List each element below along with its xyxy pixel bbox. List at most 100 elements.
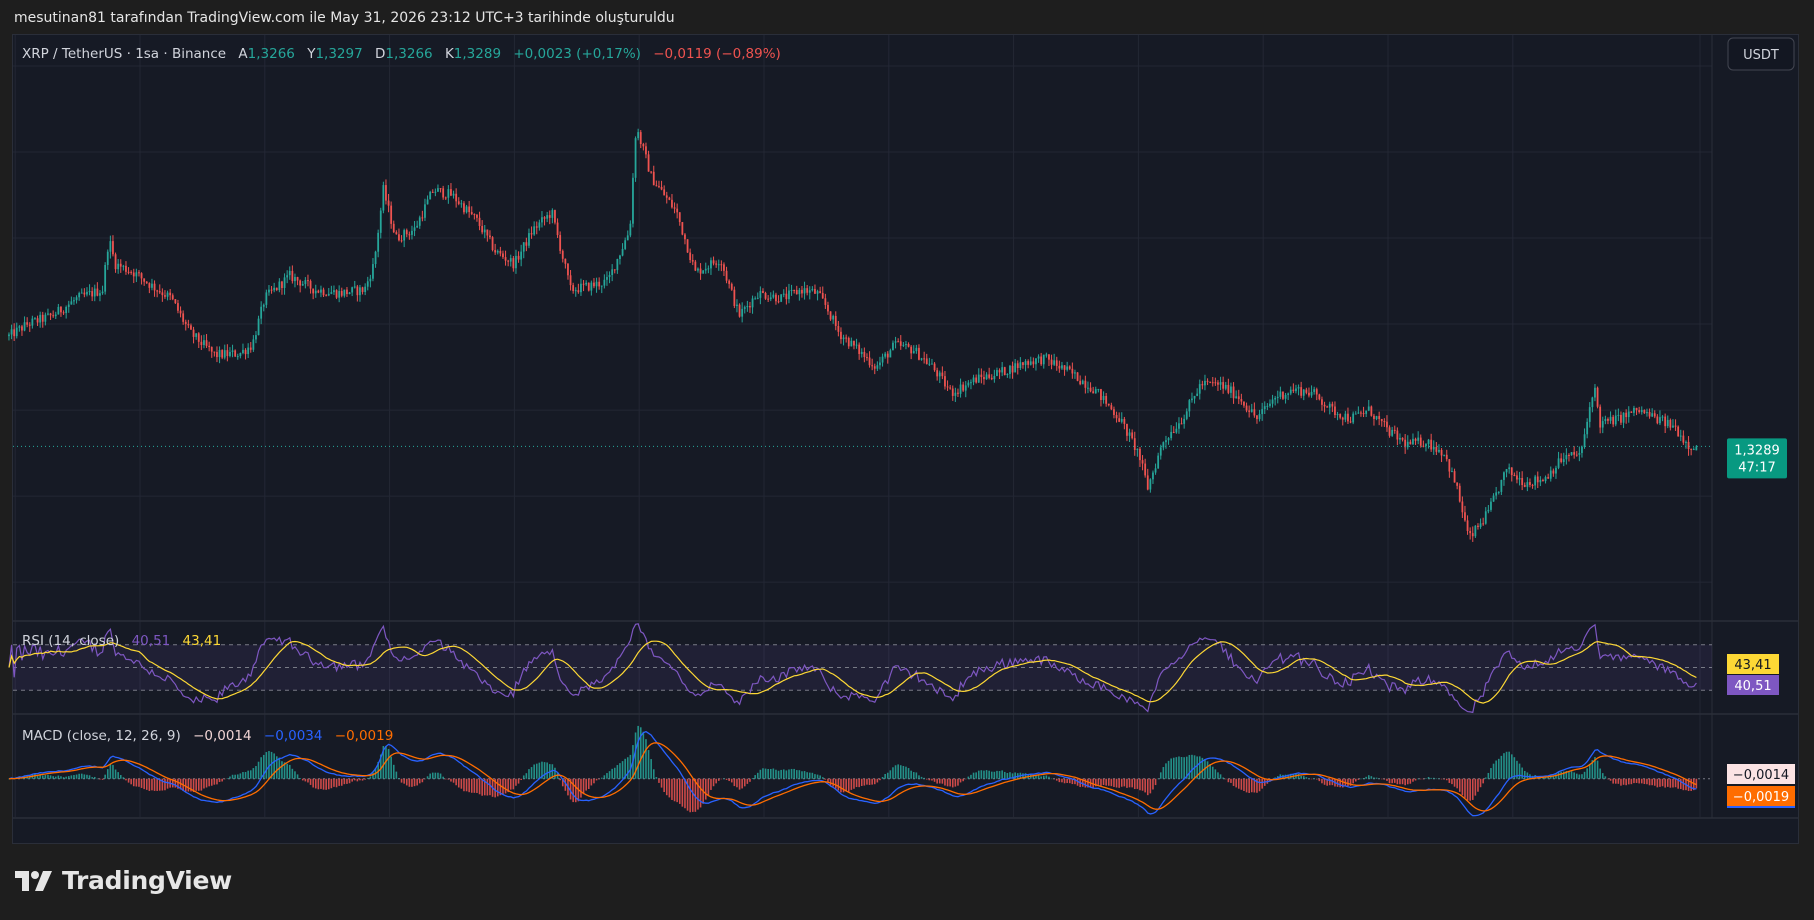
rsi-legend[interactable]: RSI (14, close) 40,51 43,41 (22, 633, 221, 649)
chart-frame[interactable] (12, 34, 1799, 844)
symbol-name: XRP / TetherUS · 1sa · Binance (22, 46, 226, 62)
candle-body (330, 292, 333, 294)
macd-histogram-bar (288, 764, 291, 779)
candle-body (390, 205, 393, 224)
candle-body (257, 318, 260, 336)
candle-body (842, 337, 845, 340)
macd-histogram-bar (457, 778, 460, 788)
symbol-legend[interactable]: XRP / TetherUS · 1sa · Binance A1,3266 Y… (22, 46, 781, 62)
candle-body (751, 298, 754, 308)
candle-body (933, 363, 936, 371)
macd-histogram-bar (850, 778, 853, 790)
low-value: 1,3266 (385, 46, 432, 62)
candle-body (1271, 399, 1274, 404)
macd-histogram-bar (972, 772, 975, 779)
macd-histogram-bar (1006, 772, 1009, 779)
macd-histogram-bar (93, 776, 96, 779)
macd-histogram-bar (1183, 757, 1185, 779)
macd-histogram-bar (34, 774, 36, 779)
macd-plot[interactable] (8, 725, 1712, 817)
candle-body (200, 341, 203, 346)
candle-body (130, 271, 133, 273)
macd-histogram-bar (1217, 772, 1219, 779)
candle-body (691, 260, 694, 262)
tradingview-logo[interactable]: TradingView (14, 866, 232, 895)
candle-body (920, 358, 923, 360)
rsi-ma-value: 43,41 (183, 633, 222, 649)
candle-body (286, 275, 289, 278)
candle-body (1357, 412, 1360, 414)
macd-histogram-bar (1586, 768, 1588, 779)
candle-body (203, 340, 205, 346)
macd-histogram-bar (177, 778, 179, 789)
macd-histogram-bar (1484, 777, 1487, 779)
macd-histogram-bar (938, 778, 941, 784)
candle-body (197, 333, 200, 342)
candle-body (676, 208, 679, 213)
candle-body (229, 351, 231, 356)
candle-body (928, 363, 931, 365)
candle-body (977, 374, 980, 383)
close-label: K (445, 46, 455, 62)
macd-histogram-bar (871, 778, 873, 785)
candle-body (1383, 421, 1386, 423)
candle-body (1570, 452, 1573, 456)
candle-body (463, 203, 465, 213)
candle-body (1326, 406, 1329, 408)
macd-histogram-bar (775, 769, 777, 779)
candle-body (213, 351, 216, 353)
macd-histogram-bar (1617, 778, 1620, 784)
macd-histogram-bar (1354, 778, 1357, 782)
macd-histogram-bar (593, 778, 595, 784)
candle-body (439, 188, 442, 190)
macd-histogram-bar (1172, 757, 1175, 779)
macd-histogram-bar (1105, 778, 1107, 786)
macd-histogram-bar (1214, 769, 1217, 779)
macd-histogram-bar (1248, 778, 1250, 793)
candle-body (403, 230, 406, 241)
candle-body (1497, 491, 1500, 493)
macd-histogram-bar (351, 778, 353, 782)
candle-body (161, 292, 164, 296)
macd-histogram-bar (268, 750, 270, 779)
candle-body (260, 306, 263, 319)
macd-histogram-bar (8, 778, 10, 780)
macd-histogram-bar (1432, 777, 1435, 779)
candle-body (67, 304, 70, 307)
macd-histogram-bar (125, 778, 127, 781)
candle-body (663, 189, 666, 196)
rsi-plot[interactable] (8, 623, 1712, 714)
macd-histogram-bar (715, 778, 717, 784)
macd-histogram-bar (60, 776, 62, 779)
candle-body (585, 282, 588, 285)
candle-body (158, 291, 161, 293)
macd-histogram-bar (473, 778, 476, 793)
macd-histogram-bar (668, 778, 671, 798)
candle-body (1339, 414, 1342, 418)
candle-body (1495, 492, 1498, 496)
candle-body (1354, 413, 1357, 415)
candle-body (983, 377, 985, 380)
macd-legend[interactable]: MACD (close, 12, 26, 9) −0,0014 −0,0034 … (22, 728, 393, 744)
macd-histogram-bar (517, 778, 520, 784)
macd-histogram-bar (1133, 778, 1136, 790)
macd-histogram-bar (1014, 772, 1016, 779)
candle-body (569, 275, 572, 286)
macd-histogram-bar (1196, 756, 1198, 779)
macd-histogram-bar (1583, 771, 1586, 779)
candle-body (1516, 475, 1518, 480)
macd-histogram-bar (827, 778, 829, 783)
candle-body (954, 392, 957, 396)
candle-body (665, 195, 668, 198)
macd-histogram-bar (520, 778, 522, 781)
candle-body (377, 232, 380, 252)
macd-histogram-bar (845, 778, 847, 792)
macd-histogram-bar (712, 778, 715, 787)
price-plot[interactable] (8, 128, 1712, 542)
macd-histogram-bar (541, 761, 543, 779)
macd-histogram-bar (847, 778, 850, 792)
candle-body (1289, 389, 1292, 394)
macd-histogram-bar (863, 778, 866, 786)
currency-button[interactable]: USDT (1727, 37, 1795, 71)
